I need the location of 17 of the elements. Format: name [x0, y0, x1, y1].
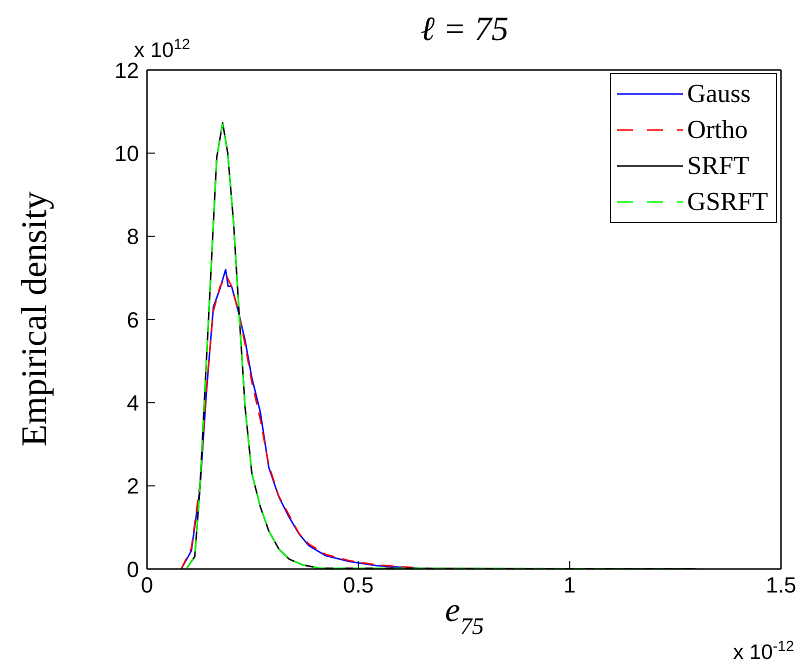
- text: x 10$^{-12}$: [733, 639, 794, 664]
- y-axis-title: Empirical density: [14, 192, 54, 446]
- y-tick-label: 10: [114, 140, 139, 166]
- y-tick-label: 2: [126, 474, 139, 499]
- y-tick-label: 4: [126, 390, 139, 416]
- legend-label: Ortho: [687, 114, 748, 146]
- legend-label: SRFT: [687, 150, 750, 182]
- x-tick-label: 0.5: [343, 572, 374, 598]
- chart-title: ℓ = 75: [420, 11, 509, 48]
- y-tick-label: 0: [126, 556, 139, 582]
- legend-label: GSRFT: [687, 186, 768, 218]
- x-tick-label: 1: [564, 572, 576, 598]
- legend-label: Gauss: [687, 78, 751, 110]
- x-tick-label: 1.5: [766, 572, 796, 598]
- y-tick-label: 6: [126, 307, 139, 332]
- y-tick-label: 8: [126, 224, 139, 250]
- x-axis-title: e$_{75}$: [445, 592, 484, 640]
